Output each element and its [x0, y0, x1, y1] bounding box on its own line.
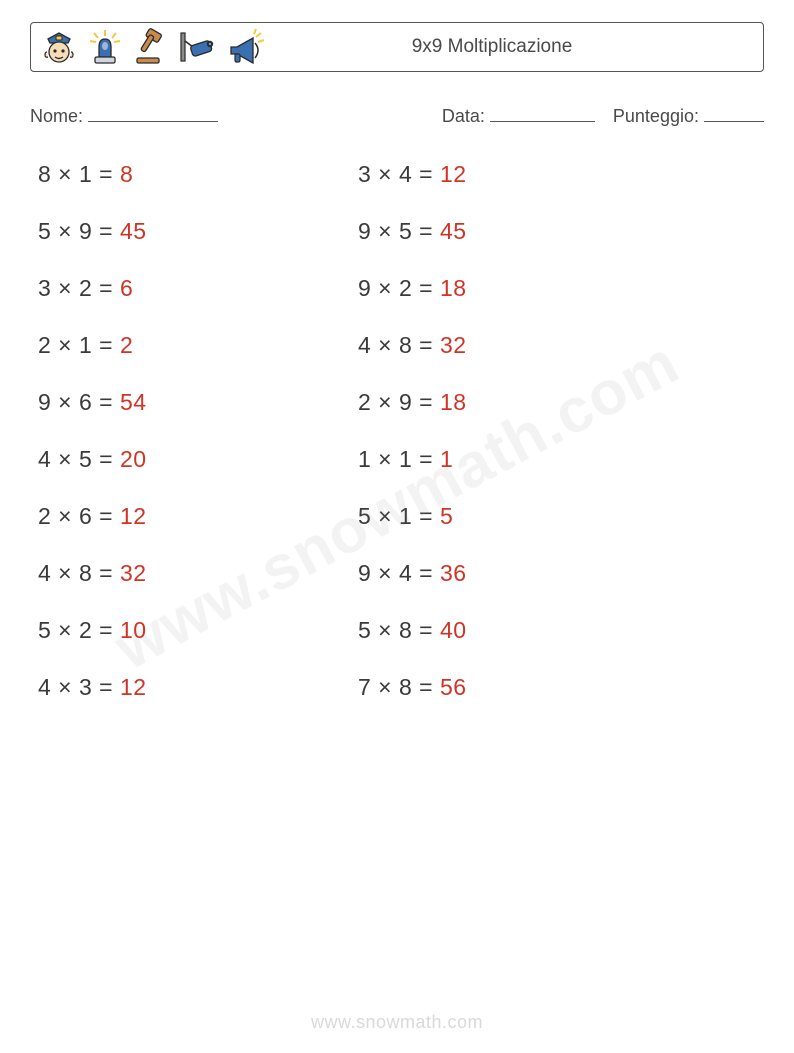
police-icon [39, 27, 79, 67]
equation-answer: 32 [120, 560, 147, 586]
equation-answer: 20 [120, 446, 147, 472]
name-label: Nome: [30, 106, 83, 126]
equation-answer: 32 [440, 332, 467, 358]
equation-question: 5 × 9 = [38, 218, 120, 244]
equation-question: 5 × 8 = [358, 617, 440, 643]
date-label: Data: [442, 106, 485, 126]
equation-row: 2 × 6 = 12 [38, 503, 358, 530]
equation-answer: 45 [440, 218, 467, 244]
megaphone-icon [225, 27, 267, 67]
equation-answer: 56 [440, 674, 467, 700]
equation-answer: 12 [440, 161, 467, 187]
equation-row: 9 × 4 = 36 [358, 560, 467, 587]
name-blank[interactable] [88, 102, 218, 122]
equation-answer: 6 [120, 275, 133, 301]
equation-answer: 1 [440, 446, 453, 472]
equation-row: 9 × 2 = 18 [358, 275, 467, 302]
equation-row: 5 × 8 = 40 [358, 617, 467, 644]
equation-question: 9 × 5 = [358, 218, 440, 244]
date-group: Data: [442, 102, 595, 127]
equation-answer: 12 [120, 674, 147, 700]
equation-question: 9 × 4 = [358, 560, 440, 586]
equation-row: 1 × 1 = 1 [358, 446, 467, 473]
siren-icon [85, 27, 125, 67]
equation-question: 2 × 9 = [358, 389, 440, 415]
header-icons [37, 27, 267, 67]
meta-right: Data: Punteggio: [442, 102, 764, 127]
problems-grid: 8 × 1 = 8 5 × 9 = 45 3 × 2 = 6 2 × 1 = 2 9 ×… [30, 161, 764, 701]
date-blank[interactable] [490, 102, 595, 122]
equation-row: 2 × 1 = 2 [38, 332, 358, 359]
equation-answer: 18 [440, 389, 467, 415]
equation-answer: 40 [440, 617, 467, 643]
equation-answer: 45 [120, 218, 147, 244]
equation-row: 7 × 8 = 56 [358, 674, 467, 701]
equation-question: 5 × 2 = [38, 617, 120, 643]
equation-row: 5 × 9 = 45 [38, 218, 358, 245]
equation-question: 9 × 6 = [38, 389, 120, 415]
equation-row: 3 × 4 = 12 [358, 161, 467, 188]
equation-question: 3 × 4 = [358, 161, 440, 187]
equation-row: 5 × 2 = 10 [38, 617, 358, 644]
equation-question: 4 × 8 = [38, 560, 120, 586]
equation-question: 8 × 1 = [38, 161, 120, 187]
equation-answer: 8 [120, 161, 133, 187]
problems-col-2: 3 × 4 = 12 9 × 5 = 45 9 × 2 = 18 4 × 8 = 32… [358, 161, 467, 701]
equation-question: 4 × 8 = [358, 332, 440, 358]
equation-answer: 36 [440, 560, 467, 586]
equation-question: 7 × 8 = [358, 674, 440, 700]
gavel-icon [131, 27, 171, 67]
score-group: Punteggio: [613, 102, 764, 127]
equation-row: 4 × 8 = 32 [358, 332, 467, 359]
equation-question: 3 × 2 = [38, 275, 120, 301]
equation-row: 5 × 1 = 5 [358, 503, 467, 530]
meta-left: Nome: [30, 102, 442, 127]
equation-row: 3 × 2 = 6 [38, 275, 358, 302]
equation-answer: 2 [120, 332, 133, 358]
equation-row: 4 × 3 = 12 [38, 674, 358, 701]
equation-row: 4 × 5 = 20 [38, 446, 358, 473]
equation-answer: 10 [120, 617, 147, 643]
equation-answer: 54 [120, 389, 147, 415]
equation-row: 8 × 1 = 8 [38, 161, 358, 188]
equation-row: 9 × 6 = 54 [38, 389, 358, 416]
equation-row: 9 × 5 = 45 [358, 218, 467, 245]
header-bar: 9x9 Moltiplicazione [30, 22, 764, 72]
equation-question: 4 × 3 = [38, 674, 120, 700]
equation-question: 5 × 1 = [358, 503, 440, 529]
equation-answer: 18 [440, 275, 467, 301]
footer-link: www.snowmath.com [0, 1012, 794, 1033]
meta-row: Nome: Data: Punteggio: [30, 102, 764, 127]
equation-question: 9 × 2 = [358, 275, 440, 301]
cctv-icon [177, 27, 219, 67]
score-label: Punteggio: [613, 106, 699, 126]
worksheet-page: 9x9 Moltiplicazione Nome: Data: Punteggi… [0, 0, 794, 701]
problems-col-1: 8 × 1 = 8 5 × 9 = 45 3 × 2 = 6 2 × 1 = 2 9 ×… [30, 161, 358, 701]
equation-row: 4 × 8 = 32 [38, 560, 358, 587]
worksheet-title: 9x9 Moltiplicazione [267, 36, 757, 58]
equation-answer: 12 [120, 503, 147, 529]
equation-question: 1 × 1 = [358, 446, 440, 472]
equation-answer: 5 [440, 503, 453, 529]
equation-question: 2 × 6 = [38, 503, 120, 529]
score-blank[interactable] [704, 102, 764, 122]
equation-question: 2 × 1 = [38, 332, 120, 358]
equation-row: 2 × 9 = 18 [358, 389, 467, 416]
equation-question: 4 × 5 = [38, 446, 120, 472]
